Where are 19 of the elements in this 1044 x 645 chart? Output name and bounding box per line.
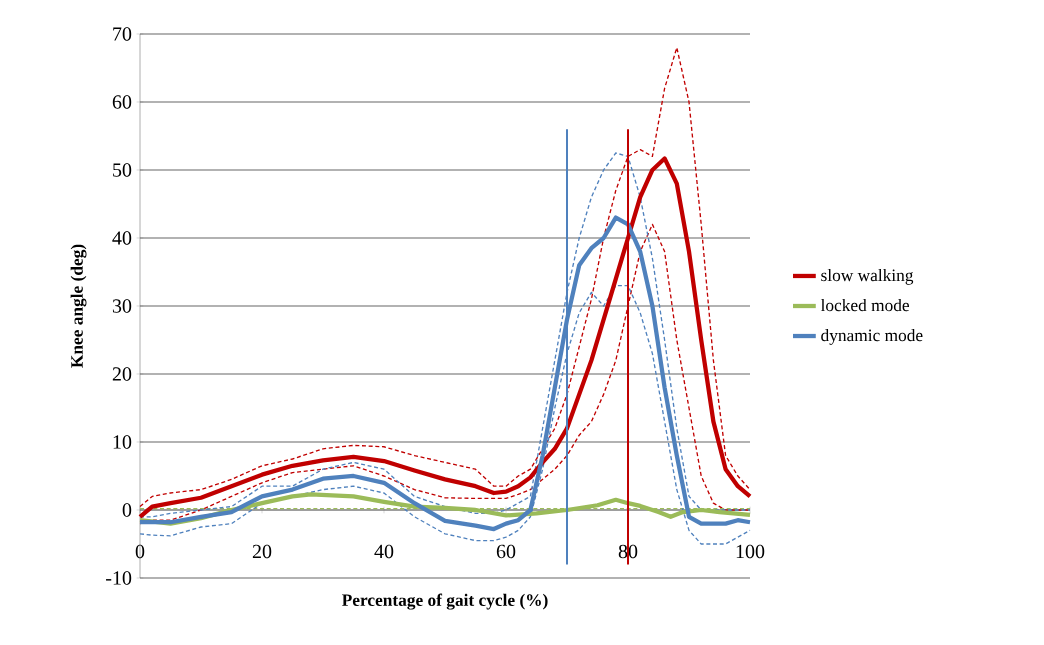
y-tick-label: 50 xyxy=(113,163,132,177)
x-tick-label: 0 xyxy=(135,544,145,559)
y-tick-label: 10 xyxy=(113,435,132,449)
y-tick-label: 30 xyxy=(112,299,132,313)
x-tick-label: 100 xyxy=(736,544,765,559)
x-axis-title: Percentage of gait cycle (%) xyxy=(341,593,548,610)
legend-label: slow walking xyxy=(821,268,914,285)
y-tick-label: 70 xyxy=(113,27,132,41)
legend-label: dynamic mode xyxy=(821,329,923,345)
y-tick-label: 20 xyxy=(112,367,132,381)
x-tick-label: 60 xyxy=(496,544,516,559)
x-tick-label: 40 xyxy=(374,544,394,559)
x-tick-label: 20 xyxy=(252,544,272,559)
y-axis-title: Knee angle (deg) xyxy=(70,244,87,368)
legend-label: locked mode xyxy=(820,298,910,312)
y-tick-label: 60 xyxy=(112,95,132,109)
y-tick-label: -10 xyxy=(106,571,132,585)
y-tick-label: 0 xyxy=(122,503,132,517)
y-tick-label: 40 xyxy=(112,231,132,245)
